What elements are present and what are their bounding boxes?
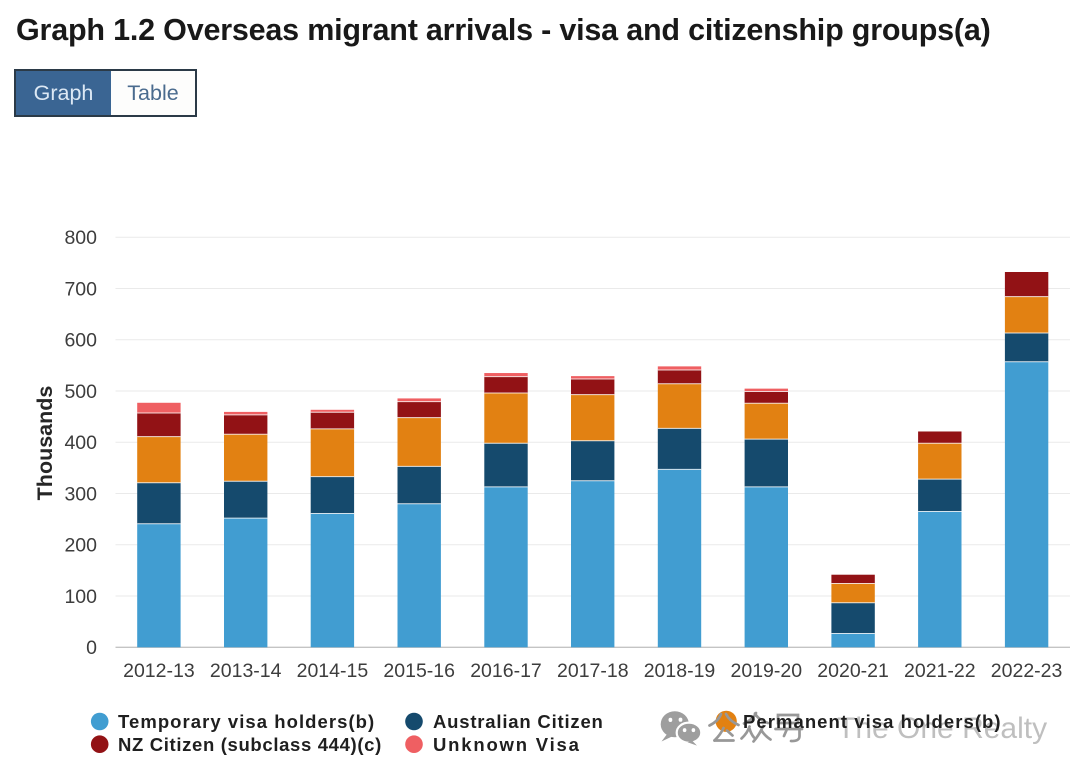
svg-text:NZ Citizen (subclass 444)(c): NZ Citizen (subclass 444)(c): [118, 734, 382, 755]
svg-text:2016-17: 2016-17: [470, 660, 542, 682]
svg-text:Unknown Visa: Unknown Visa: [433, 734, 581, 755]
svg-text:0: 0: [86, 637, 97, 659]
svg-text:Temporary visa holders(b): Temporary visa holders(b): [118, 711, 375, 732]
svg-text:2012-13: 2012-13: [123, 660, 195, 682]
svg-text:2017-18: 2017-18: [557, 660, 629, 682]
svg-text:800: 800: [64, 227, 97, 249]
svg-text:2022-23: 2022-23: [991, 660, 1063, 682]
svg-text:Thousands: Thousands: [33, 386, 57, 501]
svg-text:2014-15: 2014-15: [297, 660, 369, 682]
svg-text:2019-20: 2019-20: [731, 660, 803, 682]
svg-text:500: 500: [64, 381, 97, 403]
svg-text:2013-14: 2013-14: [210, 660, 282, 682]
svg-text:300: 300: [64, 483, 97, 505]
svg-text:2020-21: 2020-21: [817, 660, 889, 682]
svg-text:400: 400: [64, 432, 97, 454]
svg-text:2015-16: 2015-16: [383, 660, 455, 682]
svg-text:Australian Citizen: Australian Citizen: [433, 711, 604, 732]
svg-text:The One Realty: The One Realty: [837, 712, 1047, 745]
svg-text:Permanent visa holders(b): Permanent visa holders(b): [743, 711, 1002, 732]
svg-text:700: 700: [64, 278, 97, 300]
svg-text:100: 100: [64, 586, 97, 608]
svg-text:200: 200: [64, 535, 97, 557]
svg-text:2018-19: 2018-19: [644, 660, 716, 682]
svg-text:2021-22: 2021-22: [904, 660, 976, 682]
svg-text:600: 600: [64, 330, 97, 352]
